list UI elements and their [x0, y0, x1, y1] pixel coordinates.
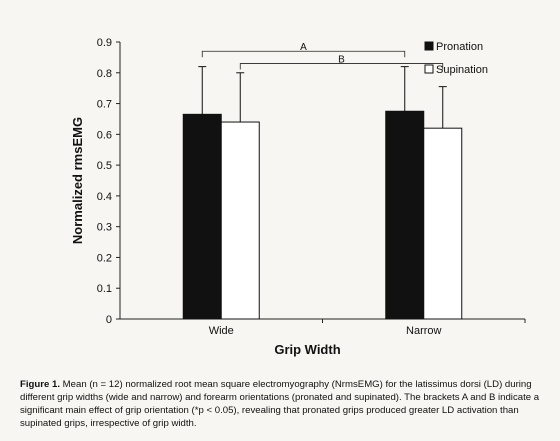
y-tick-label: 0.3 — [97, 222, 112, 234]
y-tick-label: 0.5 — [97, 160, 112, 172]
chart-bars — [182, 110, 463, 320]
bracket-label-a: A — [300, 42, 307, 53]
bar-supination-wide — [220, 121, 260, 320]
bar-pronation-wide — [182, 113, 222, 320]
caption-label: Figure 1. — [20, 379, 60, 390]
y-axis-title: Normalized rmsEMG — [70, 117, 85, 244]
y-tick-label: 0.7 — [97, 99, 112, 111]
figure-caption: Figure 1. Mean (n = 12) normalized root … — [20, 378, 548, 430]
x-tick-label: Wide — [209, 325, 234, 337]
bracket-b — [239, 63, 444, 70]
bracket-label-b: B — [338, 55, 345, 66]
y-tick-label: 0 — [106, 314, 112, 326]
caption-text: Mean (n = 12) normalized root mean squar… — [20, 379, 540, 429]
legend-swatch-pronation — [424, 41, 434, 51]
chart-brackets: AB — [201, 42, 444, 70]
y-tick-label: 0.1 — [97, 283, 112, 295]
chart-axes: 0 0.1 0.2 0.3 0.4 0.5 0.6 0.7 0.8 0.9 Wide Narrow Gr… — [70, 37, 526, 357]
y-tick-label: 0.4 — [97, 191, 112, 203]
chart-error-bars — [198, 66, 447, 129]
y-tick-label: 0.9 — [97, 37, 112, 49]
y-tick-label: 0.8 — [97, 68, 112, 80]
y-tick-label: 0.2 — [97, 252, 112, 264]
bar-pronation-narrow — [385, 110, 425, 320]
legend-label-pronation: Pronation — [436, 41, 483, 53]
bar-chart: 0 0.1 0.2 0.3 0.4 0.5 0.6 0.7 0.8 0.9 Wide Narrow Gr… — [70, 37, 526, 357]
bar-supination-narrow — [423, 127, 463, 320]
x-tick-label: Narrow — [406, 325, 442, 337]
legend-label-supination: Supination — [436, 64, 488, 76]
y-tick-label: 0.6 — [97, 129, 112, 141]
chart-legend: Pronation Supination — [424, 41, 488, 76]
legend-swatch-supination — [424, 64, 434, 74]
x-axis-title: Grip Width — [274, 342, 340, 357]
bracket-a — [201, 50, 406, 58]
